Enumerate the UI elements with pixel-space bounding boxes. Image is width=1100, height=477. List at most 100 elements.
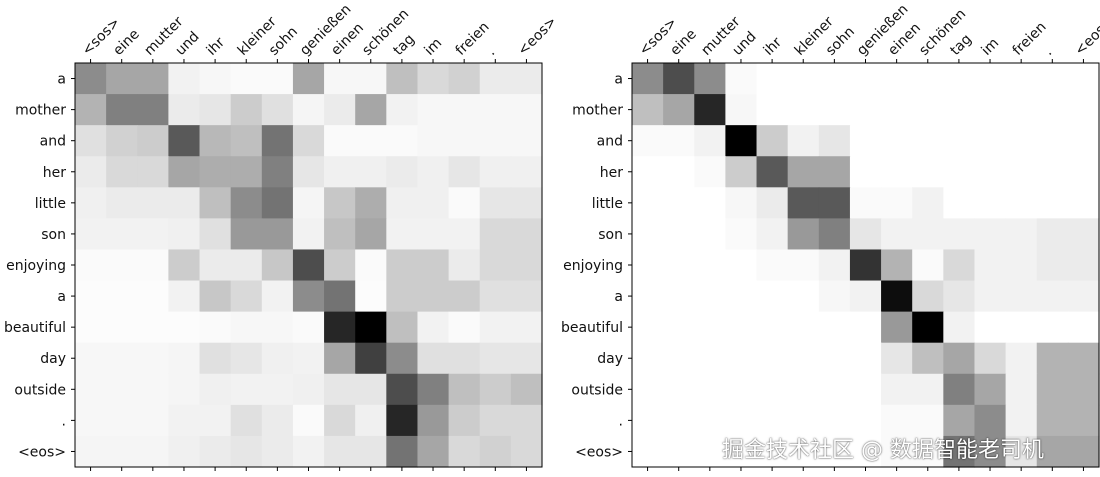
heatmap-cell-r1-c6: [818, 94, 851, 126]
heatmap-cell-r1-c11: [417, 94, 450, 126]
heatmap-cell-r8-c5: [230, 311, 263, 344]
heatmap-cell-r11-c11: [974, 404, 1007, 437]
heatmap-cell-r1-c11: [974, 94, 1007, 126]
heatmap-cell-r0-c11: [417, 63, 450, 95]
heatmap-cell-r0-c3: [725, 63, 758, 95]
heatmap-cell-r3-c13: [1036, 156, 1069, 188]
heatmap-cell-r3-c11: [417, 156, 450, 188]
heatmap-cell-r4-c12: [448, 187, 481, 219]
heatmap-cell-r7-c11: [974, 280, 1007, 313]
heatmap-cell-r1-c14: [1067, 94, 1100, 126]
heatmap-cell-r9-c8: [324, 342, 356, 375]
heatmap-cell-r11-c2: [694, 404, 726, 437]
x-tick-label: tag: [947, 31, 975, 59]
heatmap-cell-r12-c8: [324, 435, 356, 468]
heatmap-cell-r10-c2: [694, 373, 726, 406]
heatmap-cell-r9-c14: [1067, 342, 1100, 375]
heatmap-cell-r1-c12: [1005, 94, 1038, 126]
heatmap-cell-r7-c6: [261, 280, 294, 313]
heatmap-cell-r0-c2: [137, 63, 169, 95]
heatmap-cell-r2-c13: [479, 125, 512, 157]
heatmap-cell-r11-c5: [230, 404, 263, 437]
heatmap-cell-r0-c9: [912, 63, 944, 95]
heatmap-cell-r12-c5: [787, 435, 820, 468]
heatmap-cell-r9-c9: [912, 342, 944, 375]
heatmap-cell-r9-c10: [943, 342, 976, 375]
heatmap-cell-r3-c5: [787, 156, 820, 188]
heatmap-cell-r10-c11: [974, 373, 1007, 406]
heatmap-cell-r9-c2: [694, 342, 726, 375]
heatmap-cell-r11-c1: [663, 404, 695, 437]
heatmap-cell-r4-c7: [292, 187, 325, 219]
heatmap-cell-r4-c13: [479, 187, 512, 219]
heatmap-cell-r4-c14: [510, 187, 543, 219]
heatmap-cell-r8-c7: [292, 311, 325, 344]
heatmap-cell-r12-c3: [725, 435, 758, 468]
heatmap-cell-r0-c1: [106, 63, 138, 95]
heatmap-cell-r9-c5: [787, 342, 820, 375]
heatmap-cell-r1-c0: [632, 94, 664, 126]
heatmap-cell-r4-c8: [881, 187, 913, 219]
heatmap-cell-r7-c7: [292, 280, 325, 313]
heatmap-cell-r1-c8: [881, 94, 913, 126]
heatmap-cell-r12-c13: [479, 435, 512, 468]
x-tick-label: .: [484, 44, 498, 58]
heatmap-cell-r2-c12: [1005, 125, 1038, 157]
heatmap-cell-r9-c6: [818, 342, 851, 375]
heatmap-cell-r4-c9: [355, 187, 387, 219]
heatmap-cell-r10-c10: [943, 373, 976, 406]
heatmap-cell-r9-c2: [137, 342, 169, 375]
heatmap-cell-r9-c12: [1005, 342, 1038, 375]
heatmap-cell-r8-c14: [1067, 311, 1100, 344]
x-tick-label: freien: [453, 19, 493, 59]
heatmap-cell-r5-c11: [417, 218, 450, 251]
heatmap-cell-r8-c3: [168, 311, 201, 344]
heatmap-cell-r4-c3: [725, 187, 758, 219]
heatmap-cell-r5-c12: [1005, 218, 1038, 251]
heatmap-cell-r9-c13: [1036, 342, 1069, 375]
heatmap-cell-r2-c2: [137, 125, 169, 157]
heatmap-cell-r12-c11: [417, 435, 450, 468]
heatmap-cell-r8-c10: [386, 311, 419, 344]
heatmap-cell-r8-c6: [818, 311, 851, 344]
heatmap-cell-r6-c11: [417, 249, 450, 282]
heatmap-cell-r10-c11: [417, 373, 450, 406]
heatmap-cell-r11-c12: [1005, 404, 1038, 437]
heatmap-cell-r2-c4: [199, 125, 232, 157]
heatmap-cell-r2-c9: [912, 125, 944, 157]
heatmap-cell-r7-c13: [479, 280, 512, 313]
heatmap-cell-r8-c13: [479, 311, 512, 344]
heatmap-cell-r6-c7: [292, 249, 325, 282]
heatmap-cell-r9-c12: [448, 342, 481, 375]
heatmap-cell-r3-c5: [230, 156, 263, 188]
heatmap-cell-r10-c9: [355, 373, 387, 406]
heatmap-cell-r6-c4: [199, 249, 232, 282]
heatmap-cell-r3-c0: [632, 156, 664, 188]
heatmap-cell-r6-c11: [974, 249, 1007, 282]
heatmap-cell-r2-c3: [725, 125, 758, 157]
heatmap-cell-r12-c7: [292, 435, 325, 468]
heatmap-cell-r4-c1: [663, 187, 695, 219]
heatmap-cell-r6-c10: [943, 249, 976, 282]
heatmap-cell-r10-c6: [261, 373, 294, 406]
heatmap-cell-r5-c1: [106, 218, 138, 251]
heatmap-cell-r5-c6: [261, 218, 294, 251]
heatmap-cell-r10-c1: [106, 373, 138, 406]
heatmap-cell-r8-c9: [355, 311, 387, 344]
heatmap-cell-r3-c2: [694, 156, 726, 188]
heatmap-cell-r9-c3: [725, 342, 758, 375]
heatmap-cell-r11-c14: [1067, 404, 1100, 437]
heatmap-cell-r5-c8: [324, 218, 356, 251]
heatmap-cell-r10-c13: [1036, 373, 1069, 406]
heatmap-cell-r4-c9: [912, 187, 944, 219]
heatmap-cell-r0-c6: [261, 63, 294, 95]
heatmap-cell-r6-c3: [725, 249, 758, 282]
heatmap-cell-r12-c8: [881, 435, 913, 468]
heatmap-cell-r4-c7: [849, 187, 882, 219]
heatmap-cell-r10-c3: [725, 373, 758, 406]
heatmap-cell-r0-c0: [632, 63, 664, 95]
heatmap-cell-r2-c7: [849, 125, 882, 157]
y-tick-label: outside: [571, 382, 623, 398]
